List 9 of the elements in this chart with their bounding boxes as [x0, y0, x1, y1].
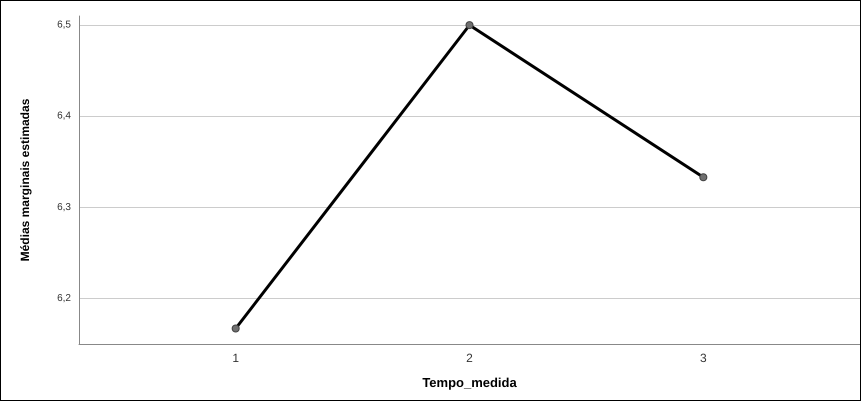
y-tick-label: 6,2 [57, 292, 72, 304]
y-tick-label: 6,3 [57, 202, 72, 213]
x-tick-label: 2 [466, 351, 474, 365]
y-tick-label: 6,4 [57, 110, 72, 122]
x-tick-label: 3 [700, 351, 707, 365]
y-axis-title: Médias marginais estimadas [18, 98, 32, 262]
x-tick-label: 1 [232, 351, 240, 365]
y-tick-label: 6,5 [57, 20, 72, 31]
x-axis-title: Tempo_medida [422, 375, 518, 390]
